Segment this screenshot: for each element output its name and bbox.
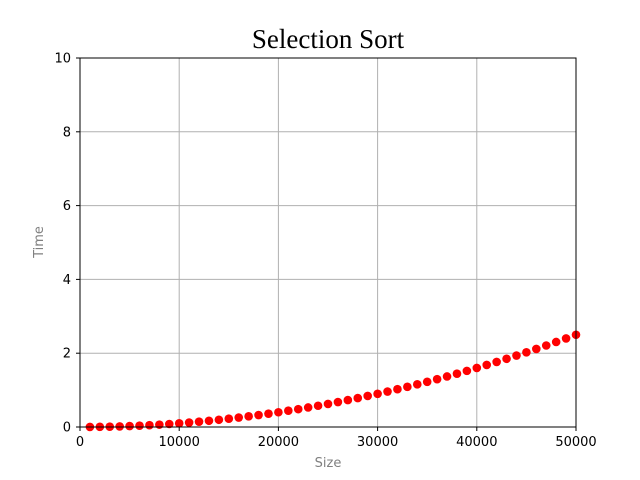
data-point	[502, 354, 511, 364]
y-tick-label: 10	[54, 52, 71, 67]
data-point	[115, 422, 124, 431]
data-point	[333, 397, 343, 407]
data-point	[403, 382, 412, 392]
data-point	[442, 372, 452, 381]
data-point	[184, 418, 194, 427]
x-tick-label: 50000	[555, 435, 596, 450]
x-tick-label: 30000	[357, 435, 398, 450]
data-point	[343, 395, 353, 405]
data-point	[522, 347, 531, 357]
data-point	[145, 420, 154, 430]
data-point	[313, 401, 323, 411]
y-tick-label: 6	[63, 199, 71, 214]
data-point	[204, 416, 214, 426]
data-point	[155, 420, 164, 429]
data-point	[393, 384, 402, 394]
data-point	[254, 410, 263, 420]
data-point	[512, 351, 521, 360]
y-axis-label: Time	[32, 226, 47, 259]
data-point	[363, 391, 372, 401]
x-axis-label: Size	[315, 456, 342, 471]
axis-ticks: 0 10000 20000 30000 40000 50000 0 2 4 6 8 10	[54, 52, 596, 451]
data-point	[303, 403, 313, 412]
data-point	[224, 414, 234, 423]
data-point	[452, 369, 462, 379]
x-tick-label: 10000	[159, 435, 200, 450]
x-tick-label: 20000	[258, 435, 299, 450]
data-point	[125, 421, 134, 431]
data-point	[541, 341, 551, 350]
y-tick-label: 4	[63, 273, 71, 288]
grid-lines	[79, 57, 577, 428]
data-point	[135, 421, 144, 430]
y-tick-label: 0	[63, 421, 71, 436]
data-point	[323, 399, 333, 409]
data-point	[174, 419, 184, 428]
chart-title: Selection Sort	[252, 24, 405, 54]
x-tick-label: 0	[76, 435, 84, 450]
data-point	[244, 412, 253, 421]
data-point	[412, 380, 422, 389]
y-tick-label: 2	[63, 347, 71, 362]
data-point	[373, 389, 382, 399]
data-point	[234, 413, 244, 422]
data-point	[264, 409, 273, 418]
x-tick-label: 40000	[456, 435, 497, 450]
data-point	[472, 363, 482, 373]
data-point	[383, 387, 392, 396]
plot-frame	[79, 57, 577, 428]
data-points	[85, 330, 581, 432]
data-point	[422, 377, 432, 387]
data-point	[194, 417, 204, 426]
data-point	[532, 344, 541, 354]
data-point	[353, 393, 363, 403]
data-point	[214, 415, 224, 425]
data-point	[561, 334, 571, 343]
data-point	[482, 360, 492, 370]
data-point	[432, 374, 442, 384]
data-point	[551, 337, 561, 347]
data-point	[462, 366, 472, 376]
y-tick-label: 8	[63, 125, 71, 140]
data-point	[164, 419, 174, 429]
data-point	[492, 357, 501, 367]
data-point	[284, 406, 293, 416]
data-point	[293, 404, 303, 414]
data-point	[274, 407, 283, 417]
